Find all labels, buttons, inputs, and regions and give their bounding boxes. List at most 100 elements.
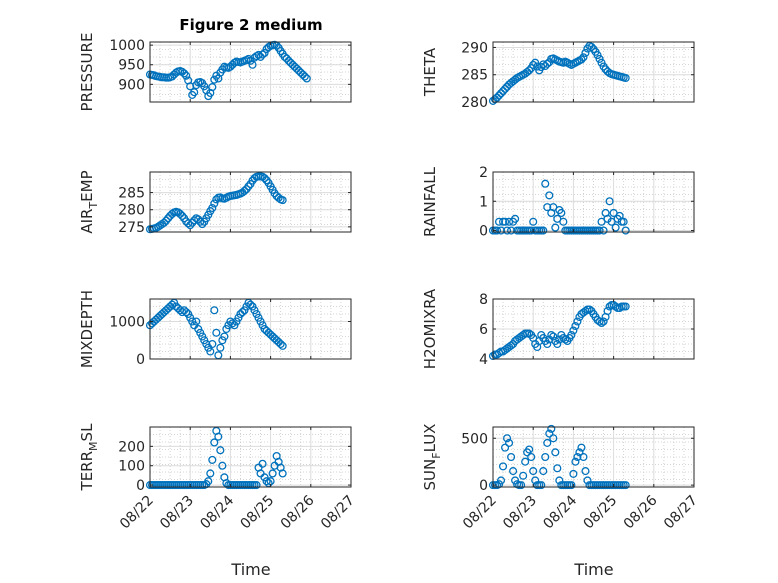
data-point (517, 481, 526, 490)
data-point (274, 193, 283, 202)
data-point (577, 443, 586, 452)
data-point (555, 335, 564, 344)
data-point (216, 343, 225, 352)
data-point (228, 319, 237, 328)
data-point (541, 452, 550, 462)
data-point (581, 467, 590, 476)
data-point (503, 226, 512, 235)
x-tick-label: 08/22 (117, 493, 157, 533)
data-point (216, 446, 225, 455)
data-point (208, 203, 217, 213)
axes-box (492, 41, 695, 103)
data-series (488, 300, 630, 361)
data-point (220, 332, 229, 341)
x-tick-label: 08/27 (661, 493, 701, 533)
data-point (210, 438, 219, 447)
data-point (160, 218, 169, 227)
data-point (190, 88, 199, 97)
y-tick-label: 0 (136, 352, 145, 368)
data-point (603, 306, 612, 316)
data-point (525, 329, 534, 338)
y-tick-label: 0 (479, 478, 488, 494)
data-point (549, 434, 558, 443)
data-point (567, 481, 576, 490)
data-point (577, 55, 586, 64)
y-tick-label: 0 (136, 478, 145, 494)
y-axis-label: AIRTEMP (78, 170, 100, 233)
data-series (488, 179, 630, 235)
data-point (597, 318, 606, 328)
data-point (208, 455, 217, 464)
y-tick-label: 280 (461, 95, 488, 111)
data-point (246, 300, 255, 309)
data-point (244, 182, 253, 191)
data-point (282, 54, 291, 63)
data-point (507, 341, 516, 350)
data-point (164, 214, 173, 223)
data-point (496, 476, 506, 485)
y-tick-label: 1 (479, 194, 488, 210)
data-point (262, 477, 271, 486)
data-point (573, 317, 582, 326)
x-tick-label: 08/26 (278, 492, 318, 532)
data-point (561, 335, 570, 344)
subplot-8: 0 500 08/22 08/23 08/24 08/25 08/26 08/27 SUNFLU… (421, 424, 701, 533)
subplot-2: 280 285 290 THETA (421, 40, 695, 111)
data-point (525, 445, 534, 454)
axes-box (492, 171, 695, 233)
data-point (547, 330, 556, 340)
x-tick-label: 08/22 (460, 493, 500, 533)
data-point (208, 339, 217, 349)
data-point (176, 209, 185, 218)
y-axis-label: TERRMSL (78, 423, 100, 492)
data-point (252, 481, 261, 490)
y-tick-label: 0 (479, 224, 488, 240)
data-point (553, 339, 562, 349)
data-point (260, 174, 269, 183)
data-point (599, 317, 608, 326)
data-point (521, 457, 530, 466)
data-point (278, 341, 287, 350)
data-point (302, 74, 311, 83)
data-point (498, 87, 508, 96)
y-tick-label: 900 (118, 77, 145, 93)
x-axis-label-left: Time (230, 560, 270, 579)
y-axis-label: MIXDEPTH (78, 290, 96, 368)
data-point (182, 71, 191, 80)
data-point (527, 226, 536, 235)
y-tick-label: 4 (479, 352, 488, 368)
data-point (208, 83, 217, 92)
data-point (525, 66, 534, 75)
data-point (571, 321, 580, 331)
data-point (210, 306, 219, 315)
data-point (573, 452, 582, 462)
data-point (559, 217, 568, 226)
data-point (531, 58, 540, 67)
data-point (597, 58, 606, 67)
data-point (248, 60, 257, 69)
data-point (509, 467, 518, 476)
data-point (579, 53, 588, 62)
data-point (168, 300, 177, 309)
y-tick-label: 290 (461, 40, 488, 56)
data-point (619, 217, 628, 226)
axes-box (149, 171, 352, 233)
data-point (543, 59, 552, 68)
data-point (501, 443, 510, 452)
data-point (537, 481, 546, 490)
data-point (621, 73, 630, 83)
axes-box (149, 426, 352, 488)
data-point (200, 82, 209, 91)
axes-box (492, 426, 695, 488)
data-point (210, 75, 219, 84)
data-point (240, 186, 249, 195)
data-point (260, 48, 269, 58)
data-point (238, 308, 247, 317)
x-tick-label: 08/24 (197, 492, 237, 532)
data-point (503, 434, 512, 443)
subplot-6: 4 6 8 H2OMIXRA (421, 288, 695, 369)
data-point (218, 461, 227, 470)
data-point (196, 217, 205, 226)
data-point (569, 326, 578, 335)
